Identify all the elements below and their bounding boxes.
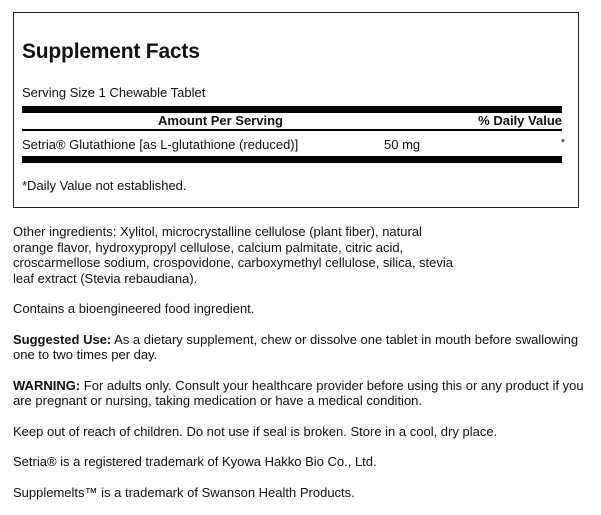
header-amount-per-serving: Amount Per Serving xyxy=(158,113,283,128)
suggested-use-text: As a dietary supplement, chew or dissolv… xyxy=(13,331,579,363)
supplemelts-trademark: Supplemelts™ is a trademark of Swanson H… xyxy=(13,484,355,500)
thick-divider xyxy=(22,106,562,113)
header-daily-value: % Daily Value xyxy=(478,113,562,128)
warning-text: For adults only. Consult your healthcare… xyxy=(13,377,584,409)
storage-notice: Keep out of reach of children. Do not us… xyxy=(13,423,498,439)
suggested-use: Suggested Use: As a dietary supplement, … xyxy=(13,332,588,363)
footnote: *Daily Value not established. xyxy=(22,178,187,193)
panel-title: Supplement Facts xyxy=(22,40,200,63)
other-ingredients: Other ingredients: Xylitol, microcrystal… xyxy=(13,224,454,286)
supplement-facts-panel: Supplement Facts Serving Size 1 Chewable… xyxy=(13,12,579,208)
setria-trademark: Setria® is a registered trademark of Kyo… xyxy=(13,454,377,469)
product-details: Other ingredients: Xylitol, microcrystal… xyxy=(13,224,593,515)
ingredient-amount: 50 mg xyxy=(384,137,421,152)
thin-divider xyxy=(22,129,562,131)
bioengineered-notice: Contains a bioengineered food ingredient… xyxy=(13,301,255,316)
suggested-use-label: Suggested Use: xyxy=(13,331,112,347)
warning-label: WARNING: xyxy=(13,377,81,393)
ingredient-dv: * xyxy=(560,137,565,149)
thick-divider xyxy=(22,156,562,163)
serving-size: Serving Size 1 Chewable Tablet xyxy=(22,85,206,100)
warning: WARNING: For adults only. Consult your h… xyxy=(13,378,588,409)
ingredient-name: Setria® Glutathione [as L-glutathione (r… xyxy=(22,137,299,152)
